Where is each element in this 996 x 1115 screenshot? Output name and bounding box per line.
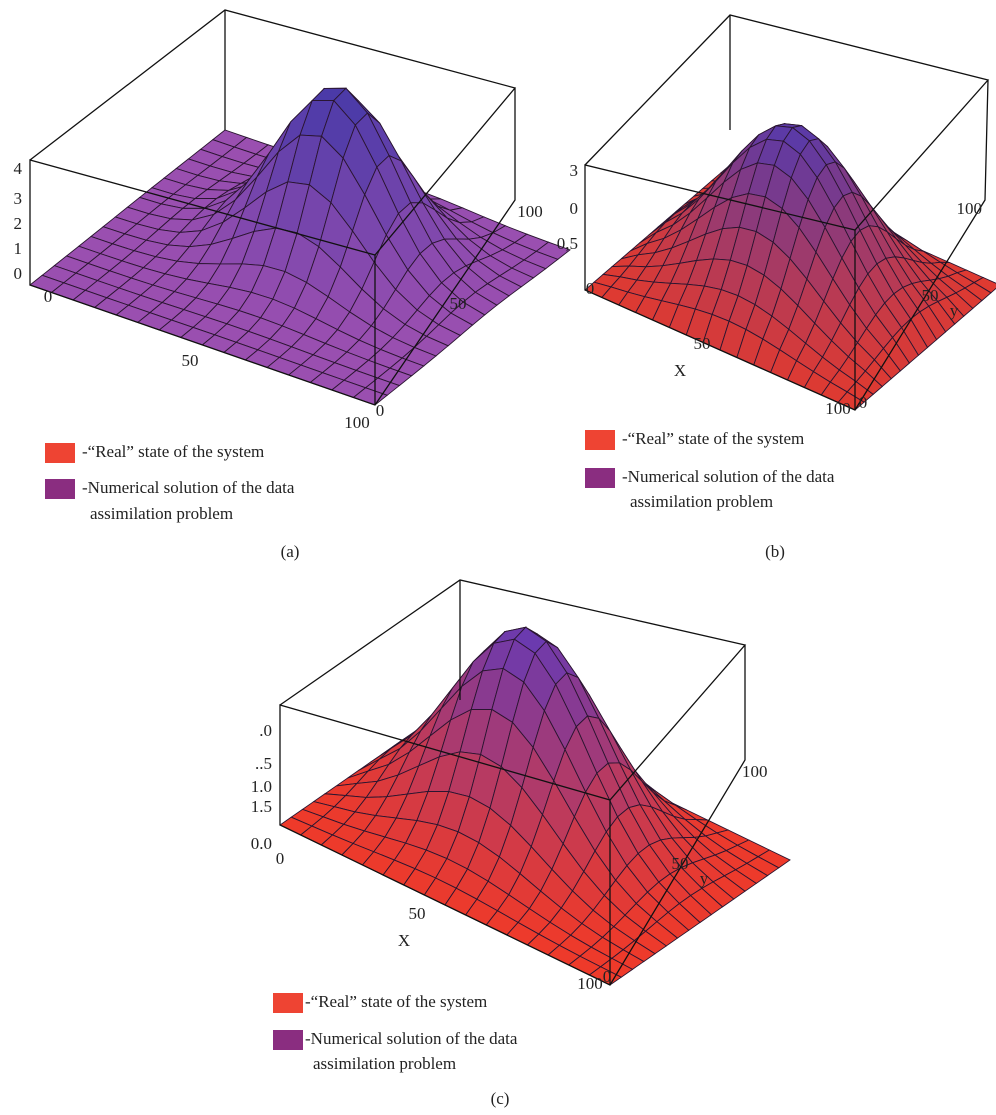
legend-c: -“Real” state of the system -Numerical s…: [273, 992, 518, 1073]
z-tick: 2: [14, 214, 23, 233]
legend-swatch: [273, 993, 303, 1013]
z-tick: 1.5: [251, 797, 272, 816]
legend-swatch: [585, 468, 615, 488]
box-b: [584, 14, 990, 411]
box-c: [279, 579, 747, 986]
x-tick: 0: [44, 287, 53, 306]
y-tick: 50: [672, 854, 689, 873]
y-tick: 0: [603, 967, 612, 986]
legend-text: assimilation problem: [630, 492, 773, 511]
legend-text: -Numerical solution of the data: [305, 1029, 518, 1048]
z-tick: 3: [14, 189, 23, 208]
surfaces: [29, 87, 996, 986]
y-label: y: [700, 869, 709, 888]
x-tick: 50: [694, 334, 711, 353]
z-tick: 4: [14, 159, 23, 178]
legend-text: -Numerical solution of the data: [82, 478, 295, 497]
z-tick: 0: [570, 199, 579, 218]
x-tick: 100: [344, 413, 370, 432]
x-label: X: [674, 361, 686, 380]
y-tick: 0: [859, 393, 868, 412]
legend-text: assimilation problem: [313, 1054, 456, 1073]
z-tick: 0: [586, 279, 595, 298]
legend-b: -“Real” state of the system -Numerical s…: [585, 429, 835, 511]
panel-label: (b): [765, 542, 785, 561]
z-tick: 0.0: [251, 834, 272, 853]
y-tick: 50: [450, 294, 467, 313]
box-a: [29, 9, 517, 406]
panel-label: (a): [281, 542, 300, 561]
z-tick: .0: [259, 721, 272, 740]
z-tick: 3: [570, 161, 579, 180]
legend-swatch: [45, 443, 75, 463]
legend-a: -“Real” state of the system -Numerical s…: [45, 442, 295, 523]
legend-swatch: [45, 479, 75, 499]
y-label: y: [950, 301, 959, 320]
x-tick: 100: [825, 399, 851, 418]
x-tick: 50: [409, 904, 426, 923]
x-tick: 50: [182, 351, 199, 370]
legend-text: -Numerical solution of the data: [622, 467, 835, 486]
x-tick: 100: [577, 974, 603, 993]
z-tick: ..5: [255, 754, 272, 773]
y-tick: 50: [922, 286, 939, 305]
panel-label: (c): [491, 1089, 510, 1108]
x-label: X: [398, 931, 410, 950]
legend-text: assimilation problem: [90, 504, 233, 523]
y-tick: 0: [376, 401, 385, 420]
y-tick: 100: [742, 762, 768, 781]
legend-text: -“Real” state of the system: [82, 442, 264, 461]
z-tick: 1.0: [251, 777, 272, 796]
y-tick: 100: [517, 202, 543, 221]
z-tick: 0,5: [557, 234, 578, 253]
x-tick: 0: [276, 849, 285, 868]
legend-text: -“Real” state of the system: [305, 992, 487, 1011]
legend-text: -“Real” state of the system: [622, 429, 804, 448]
z-tick: 0: [14, 264, 23, 283]
legend-swatch: [585, 430, 615, 450]
legend-swatch: [273, 1030, 303, 1050]
y-tick: 100: [957, 199, 983, 218]
z-tick: 1: [14, 239, 23, 258]
